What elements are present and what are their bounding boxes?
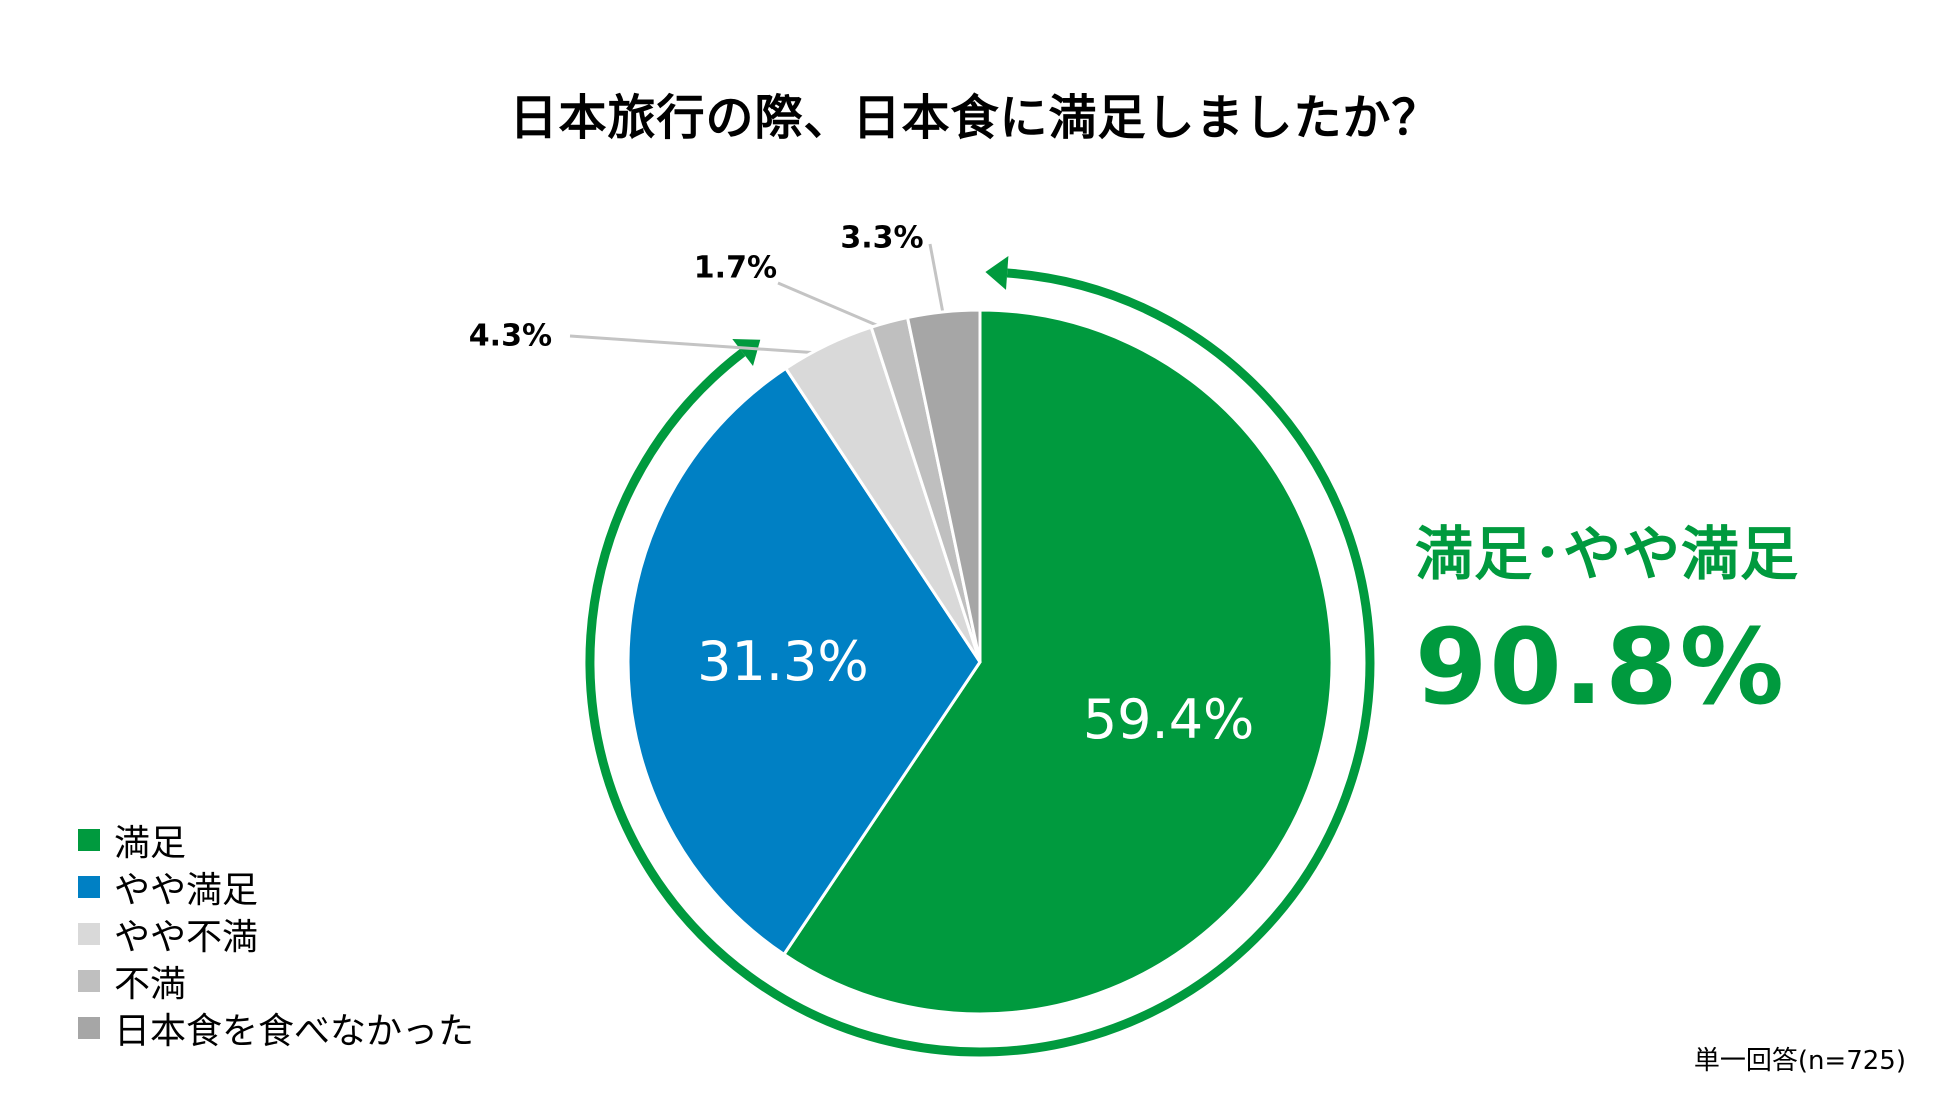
legend-item-5: 日本食を食べなかった <box>78 1004 475 1052</box>
chart-title: 日本旅行の際、日本食に満足しましたか？ <box>509 90 1441 146</box>
leader-line-3 <box>569 334 832 356</box>
legend-label-1: 満足 <box>114 822 187 864</box>
arrowhead-end <box>732 339 761 366</box>
highlight-arc <box>585 268 1375 1057</box>
pie-slice-2 <box>626 366 982 957</box>
slice-value-label-3: 4.3% <box>469 319 552 354</box>
legend-label-5: 日本食を食べなかった <box>114 1010 475 1052</box>
legend-swatch-2 <box>78 875 100 898</box>
highlight-label: 満足･やや満足 <box>1415 520 1800 588</box>
leader-line-5 <box>928 243 947 323</box>
legend: 満足やや満足やや不満不満日本食を食べなかった <box>78 816 475 1052</box>
highlight-arrow <box>585 256 1375 1057</box>
slice-labels: 59.4% 31.3% 4.3% 1.7% 3.3% <box>469 221 1255 751</box>
legend-label-2: やや満足 <box>114 869 259 911</box>
pie-slices <box>626 308 1334 1016</box>
highlight-summary: 満足･やや満足 90.8% <box>1415 525 1799 719</box>
pie-slice-5 <box>905 308 982 663</box>
legend-item-2: やや満足 <box>78 863 474 911</box>
legend-item-1: 満足 <box>78 816 474 864</box>
legend-swatch-1 <box>78 828 100 851</box>
legend-swatch-4 <box>78 969 100 992</box>
slice-value-label-4: 1.7% <box>694 251 777 286</box>
legend-label-3: やや不満 <box>114 916 259 958</box>
sample-note: 単一回答(n=725) <box>1693 1046 1906 1076</box>
legend-swatch-5 <box>78 1016 100 1039</box>
highlight-value: 90.8% <box>1415 606 1786 728</box>
legend-item-4: 不満 <box>78 957 474 1005</box>
pie-slice-1 <box>781 308 1334 1016</box>
slice-value-label-5: 3.3% <box>840 221 923 256</box>
slice-value-label-1: 59.4% <box>1083 688 1255 751</box>
legend-item-3: やや不満 <box>78 910 474 958</box>
legend-label-4: 不満 <box>114 963 187 1005</box>
leader-lines <box>569 243 947 356</box>
arrowhead-start <box>985 256 1009 290</box>
leader-line-4 <box>777 281 893 333</box>
slice-value-label-2: 31.3% <box>697 630 869 693</box>
legend-swatch-3 <box>78 922 100 945</box>
